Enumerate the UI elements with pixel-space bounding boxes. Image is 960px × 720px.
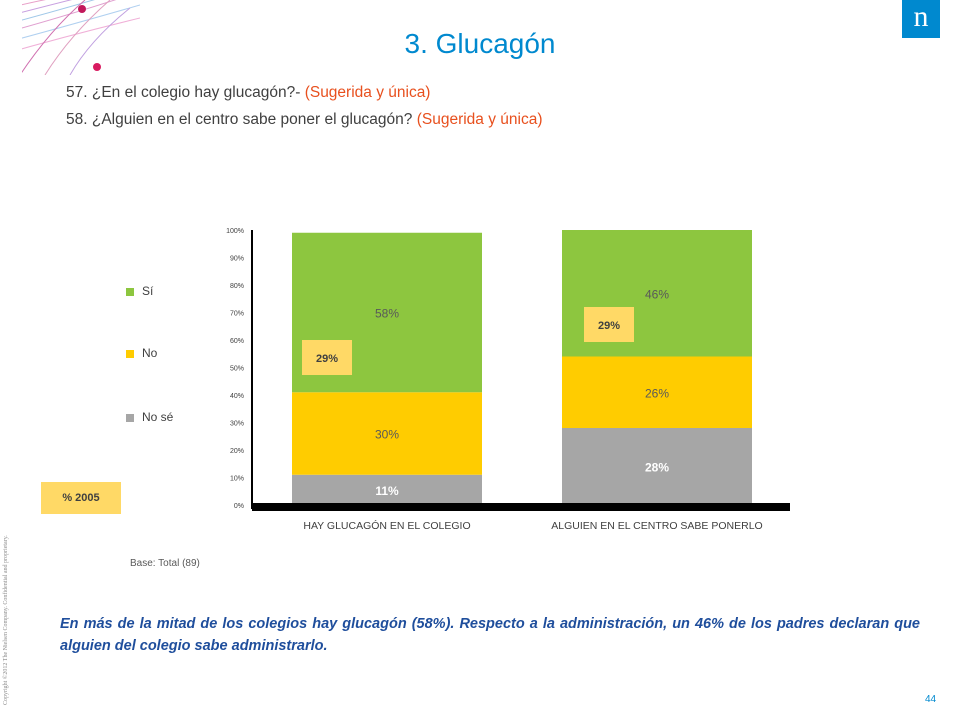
y-tick-label: 50%	[230, 366, 244, 373]
base-note: Base: Total (89)	[130, 558, 200, 569]
y-tick-label: 0%	[234, 503, 244, 510]
comparison-2005-label: 29%	[598, 320, 620, 332]
question-tag: (Sugerida y única)	[304, 84, 431, 101]
data-label: 11%	[375, 484, 399, 498]
legend-label: No sé	[142, 410, 174, 424]
bar-segment	[292, 474, 482, 505]
question-text: 57. ¿En el colegio hay glucagón?-	[66, 84, 305, 101]
question-57: 57. ¿En el colegio hay glucagón?- (Suger…	[66, 84, 430, 102]
y-tick-label: 10%	[230, 476, 244, 483]
deco-dot-pink-top	[78, 5, 86, 13]
nielsen-logo: n	[902, 0, 940, 38]
legend-label: Sí	[142, 284, 154, 298]
bar-segment	[292, 392, 482, 475]
year-2005-badge: % 2005	[41, 482, 121, 514]
question-58: 58. ¿Alguien en el centro sabe poner el …	[66, 111, 543, 129]
x-category-label: HAY GLUCAGÓN EN EL COLEGIO	[303, 519, 470, 532]
data-label: 46%	[645, 287, 669, 301]
x-axis-line	[252, 503, 790, 511]
data-label: 26%	[645, 386, 669, 400]
page-number: 44	[925, 694, 937, 705]
y-tick-label: 20%	[230, 448, 244, 455]
question-tag: (Sugerida y única)	[416, 111, 543, 128]
deco-dot-pink	[93, 63, 101, 71]
question-text: 58. ¿Alguien en el centro sabe poner el …	[66, 111, 417, 128]
bar-segment	[562, 356, 752, 428]
stacked-bar-chart: 0% 10% 20% 30% 40% 50% 60% 70% 80% 90% 100% 11% 30% 5…	[226, 228, 790, 532]
legend-swatch	[126, 288, 134, 296]
y-tick-label: 30%	[230, 421, 244, 428]
y-tick-label: 60%	[230, 338, 244, 345]
data-label: 28%	[645, 461, 669, 475]
conclusion-text: En más de la mitad de los colegios hay g…	[60, 616, 920, 654]
data-label: 58%	[375, 307, 399, 321]
page-title: 3. Glucagón	[404, 28, 556, 59]
legend-label: No	[142, 346, 158, 360]
copyright-notice: Copyright ©2012 The Nielsen Company. Con…	[3, 535, 9, 705]
y-tick-label: 40%	[230, 393, 244, 400]
y-tick-label: 80%	[230, 283, 244, 290]
comparison-2005-box	[584, 307, 634, 342]
comparison-2005-label: 29%	[316, 353, 338, 365]
bar-segment	[562, 428, 752, 505]
x-category-label: ALGUIEN EN EL CENTRO SABE PONERLO	[551, 520, 762, 532]
left-strip	[0, 0, 22, 720]
y-tick-label: 100%	[226, 228, 244, 235]
data-label: 30%	[375, 428, 399, 442]
legend-swatch	[126, 414, 134, 422]
y-tick-label: 70%	[230, 311, 244, 318]
y-tick-label: 90%	[230, 256, 244, 263]
comparison-2005-box	[302, 340, 352, 375]
legend-swatch	[126, 350, 134, 358]
